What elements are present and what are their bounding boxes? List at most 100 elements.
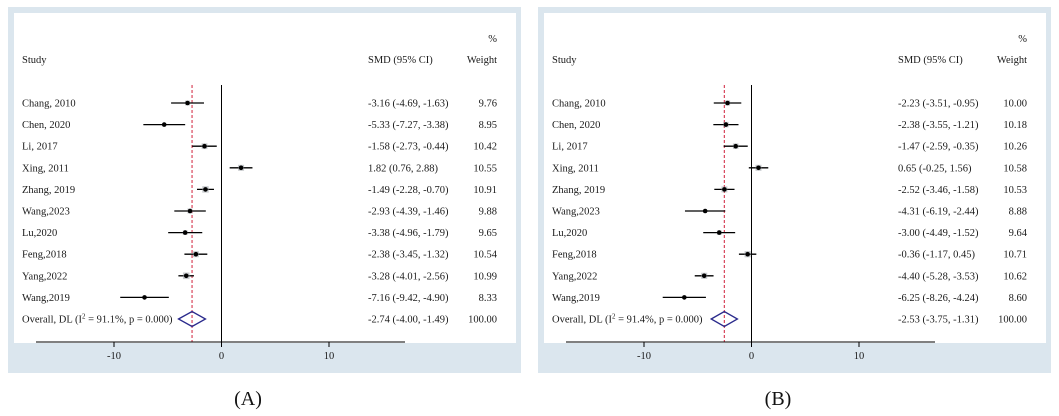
study-point (716, 230, 722, 235)
overall-weight: 100.00 (468, 315, 497, 326)
study-ci-text: -7.16 (-9.42, -4.90) (368, 293, 449, 304)
study-name: Chen, 2020 (22, 120, 70, 131)
study-weight: 10.55 (473, 163, 497, 174)
study-ci-text: -1.49 (-2.28, -0.70) (368, 185, 449, 196)
study-weight: 10.26 (1003, 142, 1027, 153)
study-ci-text: -1.58 (-2.73, -0.44) (368, 142, 449, 153)
study-ci-text: -3.38 (-4.96, -1.79) (368, 228, 449, 239)
study-point (182, 230, 188, 235)
overall-label: Overall, DL (I2 = 91.4%, p = 0.000) (552, 313, 703, 326)
study-name: Wang,2023 (552, 207, 600, 218)
study-name: Xing, 2011 (22, 163, 69, 174)
study-name: Feng,2018 (22, 250, 67, 261)
study-name: Zhang, 2019 (22, 185, 75, 196)
overall-diamond (177, 310, 207, 328)
plot-area (14, 13, 516, 343)
study-ci-text: -2.93 (-4.39, -1.46) (368, 207, 449, 218)
study-point (238, 165, 244, 171)
header-weight: Weight (467, 55, 497, 66)
header-weight: Weight (997, 55, 1027, 66)
plot-area (544, 13, 1046, 343)
study-point (723, 122, 729, 127)
study-ci-text: -3.28 (-4.01, -2.56) (368, 271, 449, 282)
study-ci-text: -2.23 (-3.51, -0.95) (898, 99, 979, 110)
forest-plot-a: Study SMD (95% CI)% Weight Chang, 2010 -3.16… (8, 7, 521, 373)
x-tick-label: 0 (749, 351, 754, 362)
study-ci-text: 1.82 (0.76, 2.88) (368, 163, 438, 174)
study-weight: 8.95 (479, 120, 497, 131)
study-point (202, 143, 207, 149)
study-ci-text: 0.65 (-0.25, 1.56) (898, 163, 972, 174)
study-name: Yang,2022 (22, 271, 67, 282)
header-smd: SMD (95% CI) (368, 55, 433, 66)
study-ci-text: -1.47 (-2.59, -0.35) (898, 142, 979, 153)
x-tick-label: 10 (324, 351, 335, 362)
x-tick-label: -10 (637, 351, 651, 362)
x-tick-label: 10 (854, 351, 865, 362)
study-ci-text: -4.40 (-5.28, -3.53) (898, 271, 979, 282)
study-name: Li, 2017 (22, 142, 58, 153)
study-ci-text: -6.25 (-8.26, -4.24) (898, 293, 979, 304)
study-name: Zhang, 2019 (552, 185, 605, 196)
header-percent: % (1018, 34, 1027, 45)
study-name: Lu,2020 (552, 228, 587, 239)
study-point (725, 100, 730, 106)
study-weight: 10.99 (473, 271, 497, 282)
study-point (722, 187, 727, 192)
study-weight: 10.42 (473, 142, 497, 153)
study-weight: 8.88 (1009, 207, 1027, 218)
study-name: Yang,2022 (552, 271, 597, 282)
study-point (701, 273, 707, 279)
study-name: Feng,2018 (552, 250, 597, 261)
overall-label: Overall, DL (I2 = 91.1%, p = 0.000) (22, 313, 173, 326)
study-ci-text: -4.31 (-6.19, -2.44) (898, 207, 979, 218)
study-name: Wang,2023 (22, 207, 70, 218)
study-name: Wang,2019 (552, 293, 600, 304)
study-point (756, 165, 761, 171)
study-weight: 10.62 (1003, 271, 1027, 282)
x-tick-label: -10 (107, 351, 121, 362)
study-point (733, 143, 738, 149)
header-percent: % (488, 34, 497, 45)
study-point (193, 251, 199, 257)
caption-b: (B) (764, 388, 792, 410)
study-weight: 10.71 (1003, 250, 1027, 261)
study-weight: 10.91 (473, 185, 497, 196)
study-weight: 9.65 (479, 228, 497, 239)
study-point (183, 273, 189, 279)
study-ci-text: -3.00 (-4.49, -1.52) (898, 228, 979, 239)
study-point (745, 251, 750, 257)
overall-weight: 100.00 (998, 315, 1027, 326)
study-weight: 10.00 (1003, 99, 1027, 110)
study-weight: 10.58 (1003, 163, 1027, 174)
overall-diamond (709, 310, 739, 328)
study-name: Li, 2017 (552, 142, 588, 153)
forest-plot-b: Study SMD (95% CI)% Weight Chang, 2010 -2.23… (538, 7, 1051, 373)
study-weight: 9.76 (479, 99, 497, 110)
study-weight: 8.60 (1009, 293, 1027, 304)
study-weight: 10.54 (473, 250, 497, 261)
study-ci-text: -2.38 (-3.45, -1.32) (368, 250, 449, 261)
study-ci-text: -3.16 (-4.69, -1.63) (368, 99, 449, 110)
study-point (702, 208, 708, 214)
study-point (185, 100, 190, 106)
study-weight: 10.18 (1003, 120, 1027, 131)
study-name: Wang,2019 (22, 293, 70, 304)
study-weight: 9.88 (479, 207, 497, 218)
study-point (203, 187, 208, 192)
study-ci-text: -2.38 (-3.55, -1.21) (898, 120, 979, 131)
study-weight: 8.33 (479, 293, 497, 304)
study-name: Lu,2020 (22, 228, 57, 239)
study-point (682, 295, 687, 300)
study-name: Xing, 2011 (552, 163, 599, 174)
study-weight: 9.64 (1009, 228, 1028, 239)
study-point (187, 208, 193, 214)
caption-a: (A) (234, 388, 262, 410)
x-tick-label: 0 (219, 351, 224, 362)
study-name: Chang, 2010 (22, 99, 76, 110)
overall-ci-text: -2.74 (-4.00, -1.49) (368, 315, 449, 326)
overall-ci-text: -2.53 (-3.75, -1.31) (898, 315, 979, 326)
study-point (142, 295, 147, 300)
header-smd: SMD (95% CI) (898, 55, 963, 66)
study-ci-text: -5.33 (-7.27, -3.38) (368, 120, 449, 131)
